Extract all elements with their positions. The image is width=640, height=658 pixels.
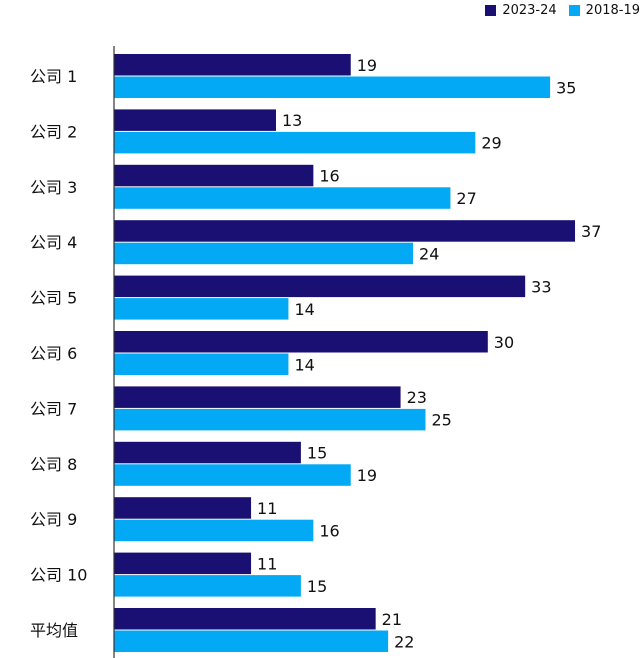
bar-series-1 [114,275,526,298]
bar-series-1 [114,54,351,76]
bar-series-2 [114,464,351,486]
bar-series-2 [114,575,301,597]
bar-series-1 [114,497,252,519]
bar-series-1 [114,441,301,464]
bar-series-2 [114,519,314,542]
data-label-series-2: 14 [294,355,314,374]
bar-series-1 [114,386,401,408]
category-label: 公司 4 [30,233,77,252]
legend-swatch-series-2 [568,4,580,16]
category-label: 公司 5 [30,289,77,308]
legend-item-series-1: 2023-24 [485,2,557,18]
data-label-series-1: 15 [307,444,327,463]
data-label-series-2: 22 [394,632,414,651]
data-label-series-2: 35 [556,78,576,97]
data-label-series-1: 21 [382,610,402,629]
bar-series-1 [114,552,252,575]
bar-series-2 [114,242,414,265]
data-label-series-1: 16 [319,167,339,186]
data-label-series-2: 27 [456,189,476,208]
category-label: 公司 7 [30,399,77,418]
category-label: 公司 8 [30,455,77,474]
data-label-series-1: 37 [581,222,601,241]
legend-item-series-2: 2018-19 [568,2,640,18]
data-label-series-1: 11 [257,499,277,518]
data-label-series-2: 25 [432,411,452,430]
category-label: 公司 6 [30,344,77,363]
legend-label-series-1: 2023-24 [502,2,557,18]
legend: 2023-24 2018-19 [473,0,640,20]
category-label: 公司 2 [30,122,77,141]
bar-series-2 [114,187,451,209]
bar-series-1 [114,164,314,187]
bar-series-2 [114,131,476,154]
data-label-series-2: 19 [357,466,377,485]
data-label-series-1: 33 [531,277,551,296]
data-label-series-1: 11 [257,554,277,573]
bar-series-1 [114,109,276,131]
bar-series-2 [114,408,426,431]
bar-series-1 [114,220,576,242]
data-label-series-2: 24 [419,244,439,263]
category-label: 公司 3 [30,178,77,197]
category-label: 公司 10 [30,566,87,585]
bar-series-1 [114,608,376,630]
category-label: 公司 1 [30,67,77,86]
bar-series-2 [114,298,289,320]
category-label: 平均值 [30,621,78,640]
data-label-series-2: 29 [481,134,501,153]
data-label-series-2: 14 [294,300,314,319]
category-label: 公司 9 [30,510,77,529]
legend-label-series-2: 2018-19 [585,2,640,18]
data-label-series-1: 30 [494,333,514,352]
bar-series-2 [114,630,389,652]
data-label-series-1: 13 [282,111,302,130]
legend-swatch-series-1 [485,4,497,16]
bar-series-2 [114,76,551,98]
bar-series-2 [114,353,289,375]
data-label-series-2: 15 [307,577,327,596]
data-label-series-2: 16 [319,521,339,540]
bar-series-1 [114,331,488,353]
data-label-series-1: 19 [357,56,377,75]
data-label-series-1: 23 [407,388,427,407]
